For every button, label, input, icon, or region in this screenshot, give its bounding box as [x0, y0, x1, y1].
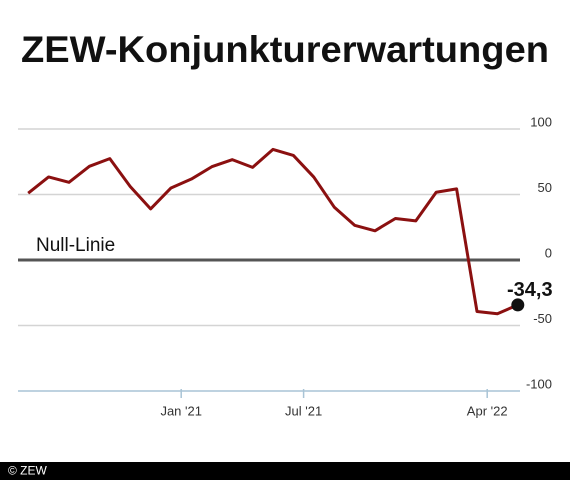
x-tick-label: Jan '21 [160, 403, 202, 418]
y-tick-label: -100 [526, 376, 552, 391]
source: © ZEW [8, 464, 48, 478]
x-tick-label: Apr '22 [467, 403, 508, 418]
data-line [27, 147, 519, 316]
x-tick-label: Jul '21 [285, 403, 322, 418]
end-point [511, 298, 525, 312]
y-tick-label: 0 [545, 245, 552, 260]
zero-line-label: Null-Linie [36, 235, 115, 256]
chart-title: ZEW-Konjunkturerwartungen [21, 29, 549, 70]
value-label: -34,3 [507, 279, 553, 301]
y-tick-label: -50 [533, 311, 552, 326]
y-tick-label: 100 [530, 114, 552, 129]
footer-bar [0, 462, 570, 480]
y-tick-label: 50 [538, 180, 552, 195]
